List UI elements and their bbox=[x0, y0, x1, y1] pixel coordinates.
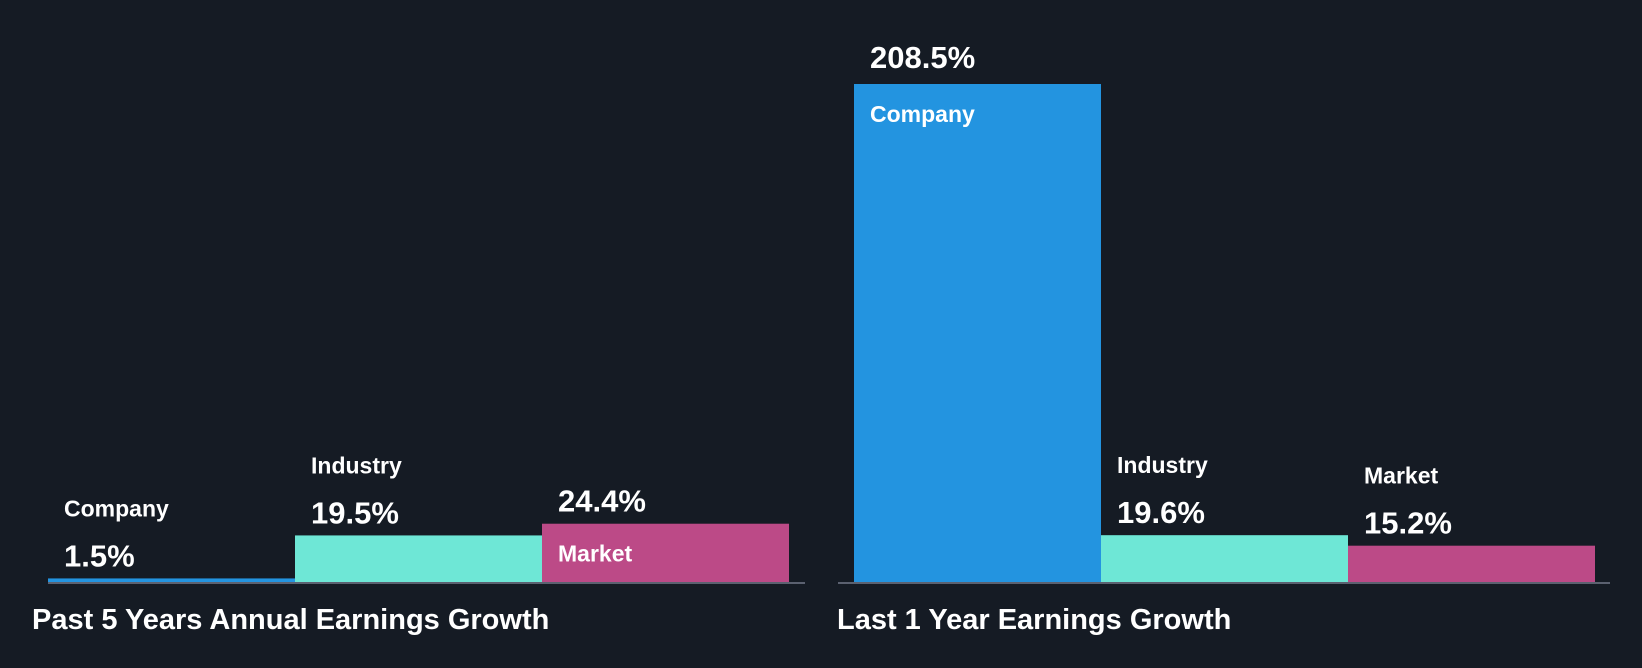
value-label-company: 208.5% bbox=[870, 40, 975, 75]
category-label-market: Market bbox=[1364, 463, 1438, 489]
chart-title-last-1-year: Last 1 Year Earnings Growth bbox=[837, 604, 1232, 636]
bar-market bbox=[1348, 545, 1595, 582]
chart-panel-1: Company 1.5% Industry 19.5% 24.4% Market bbox=[48, 452, 805, 584]
category-label-market: Market bbox=[558, 541, 632, 567]
category-label-company: Company bbox=[64, 495, 169, 521]
bar-market bbox=[542, 523, 789, 582]
value-label-industry: 19.5% bbox=[311, 495, 399, 530]
category-label-industry: Industry bbox=[311, 452, 402, 478]
bar-company bbox=[48, 578, 295, 582]
category-label-industry: Industry bbox=[1117, 452, 1208, 478]
value-label-market: 24.4% bbox=[558, 484, 646, 519]
value-label-industry: 19.6% bbox=[1117, 495, 1205, 530]
bar-company bbox=[854, 84, 1101, 582]
category-label-company: Company bbox=[870, 101, 975, 127]
chart-title-past-5-years: Past 5 Years Annual Earnings Growth bbox=[32, 604, 550, 636]
bar-industry bbox=[295, 535, 542, 582]
bar-industry bbox=[1101, 535, 1348, 582]
value-label-market: 15.2% bbox=[1364, 506, 1452, 541]
chart-panel-2: 208.5% Company Industry 19.6% Market 15.2% bbox=[838, 40, 1610, 584]
value-label-company: 1.5% bbox=[64, 538, 135, 573]
